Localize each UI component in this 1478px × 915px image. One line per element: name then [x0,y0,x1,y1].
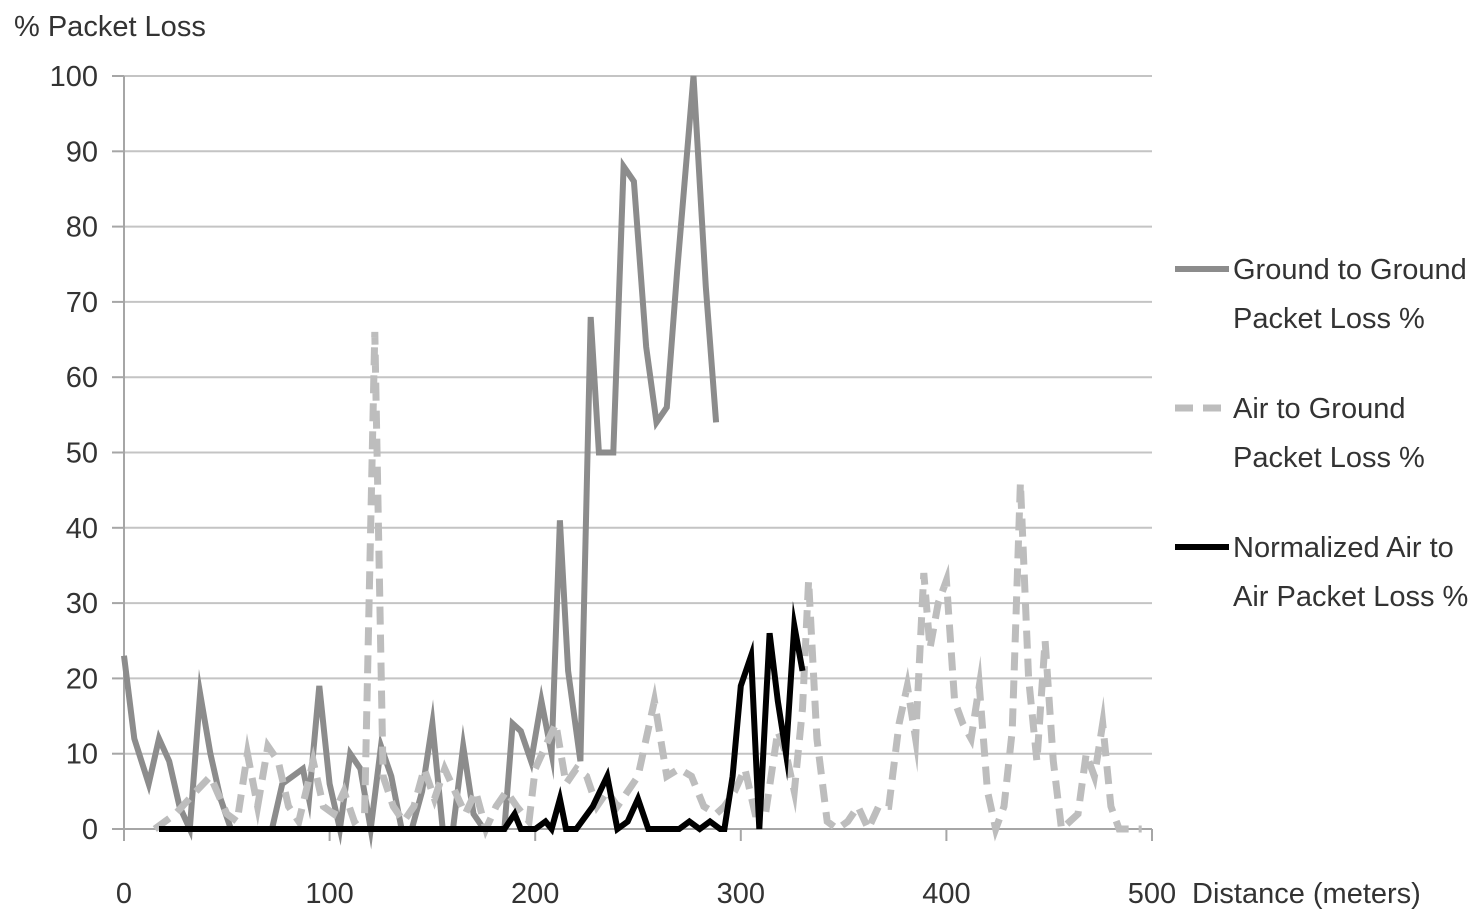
legend-label-3: Normalized Air to [1233,532,1454,564]
series-line-2 [152,331,1142,842]
legend-label-1: Ground to Ground [1233,254,1467,286]
y-tick-label: 20 [66,663,98,695]
x-tick-label: 0 [116,878,132,910]
y-tick-label: 10 [66,739,98,771]
y-tick-label: 90 [66,136,98,168]
y-tick-label: 60 [66,362,98,394]
x-tick-label: 200 [511,878,559,910]
x-tick-label: 100 [305,878,353,910]
x-axis-ticks: 0 100 200 300 400 500 [116,829,1176,910]
y-tick-label: 30 [66,588,98,620]
x-tick-label: 300 [717,878,765,910]
y-tick-label: 40 [66,513,98,545]
y-axis-ticks: 0 10 20 30 40 50 60 70 80 90 100 [50,61,124,846]
y-tick-label: 50 [66,438,98,470]
legend-label-2: Air to Ground [1233,393,1405,425]
legend-label-2: Packet Loss % [1233,442,1425,474]
y-tick-label: 70 [66,287,98,319]
legend-label-1: Packet Loss % [1233,303,1425,335]
x-tick-label: 500 [1128,878,1176,910]
legend: Ground to Ground Packet Loss % Air to Grou… [1175,254,1468,613]
y-axis-title: % Packet Loss [14,11,206,43]
data-series [121,75,1142,850]
series-line-3 [159,601,806,836]
y-tick-label: 0 [82,814,98,846]
x-axis-title: Distance (meters) [1192,878,1421,910]
y-tick-label: 80 [66,212,98,244]
legend-label-3: Air Packet Loss % [1233,581,1468,613]
gridlines [123,75,1152,830]
x-tick-label: 400 [922,878,970,910]
y-tick-label: 100 [50,61,98,93]
